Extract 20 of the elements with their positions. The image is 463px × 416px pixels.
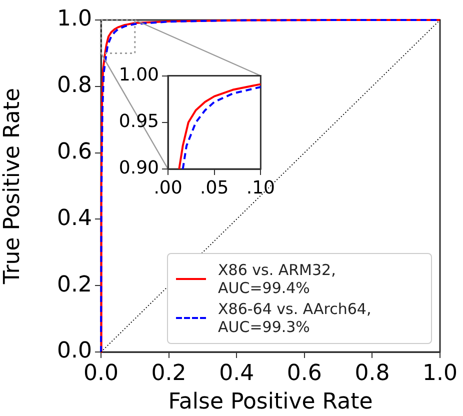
x-tick-label: 0.4	[219, 360, 254, 386]
x-tick-label: .05	[200, 177, 229, 198]
x-tick-label: 0.6	[286, 360, 322, 386]
legend-label: X86-64 vs. AArch64, AUC=99.3%	[218, 300, 372, 336]
y-axis-title: True Positive Rate	[0, 88, 25, 285]
y-tick-label: 0.2	[57, 272, 92, 298]
legend-label: X86 vs. ARM32, AUC=99.4%	[218, 261, 337, 297]
y-tick-label: 1.0	[57, 6, 92, 32]
x-tick-label: 1.0	[422, 360, 458, 386]
x-tick-label: .10	[246, 177, 276, 198]
y-tick-label: 0.4	[57, 206, 92, 231]
x-tick-label: 0.2	[151, 360, 186, 386]
x-tick-label: 0.8	[354, 360, 390, 386]
y-tick-label: 0.6	[57, 140, 92, 165]
y-tick-label: 0.95	[118, 111, 159, 132]
y-tick-label: 0.8	[57, 73, 92, 98]
y-tick-label: 0.90	[118, 158, 159, 179]
x-tick-label: .00	[154, 177, 182, 198]
y-tick-label: 1.00	[118, 64, 159, 86]
x-axis-title: False Positive Rate	[168, 390, 373, 415]
